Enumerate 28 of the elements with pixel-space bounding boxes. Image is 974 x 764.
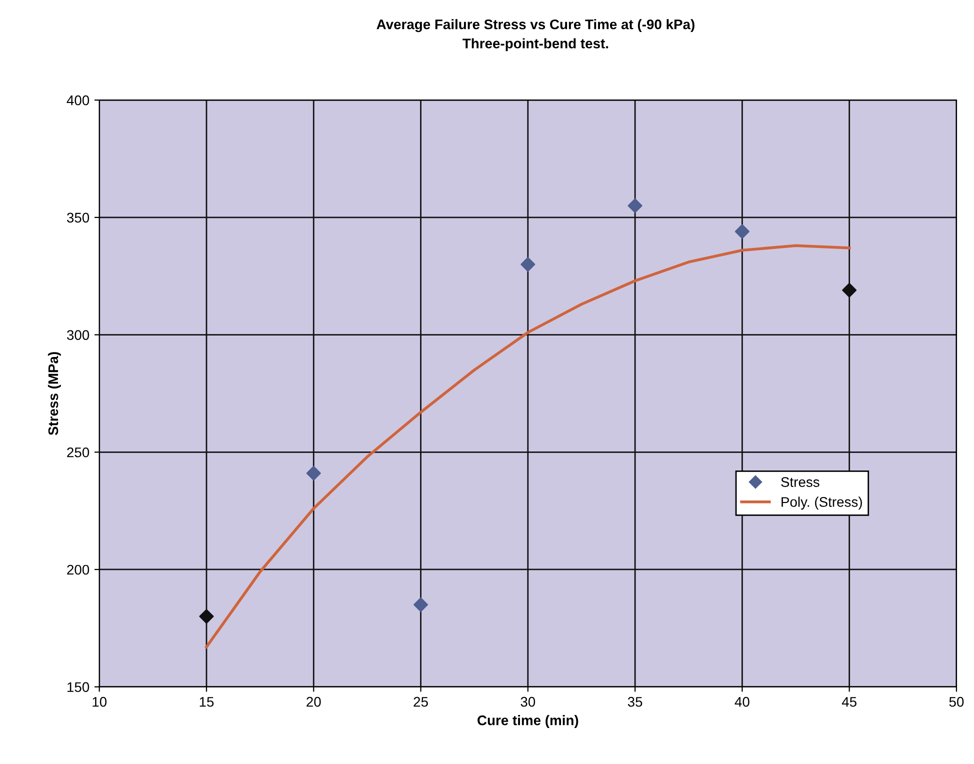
x-tick-label: 10 [92, 696, 107, 707]
chart-title: Average Failure Stress vs Cure Time at (-90 kPa) [376, 19, 694, 32]
x-tick-label: 30 [520, 696, 536, 707]
x-tick-label: 50 [949, 696, 964, 707]
x-tick-label: 25 [414, 696, 428, 707]
x-tick-label: 15 [200, 697, 214, 707]
x-tick-label: 20 [306, 696, 321, 707]
y-tick-label: 300 [66, 330, 90, 340]
x-axis-title: Cure time (min) [478, 715, 578, 728]
x-tick-label: 45 [842, 697, 856, 707]
point [520, 257, 536, 272]
y-tick-label: 350 [66, 212, 90, 223]
point [306, 466, 321, 481]
legend-label: Stress [781, 477, 820, 487]
point [413, 597, 428, 612]
x-tick-label: 40 [734, 696, 750, 707]
point [842, 282, 857, 298]
x-tick-label: 35 [628, 696, 642, 707]
point [199, 609, 214, 624]
legend-label: Poly. (Stress) [782, 496, 862, 510]
y-tick-label: 200 [67, 564, 90, 575]
point [734, 224, 750, 239]
chart-subtitle: Three-point-bend test. [462, 38, 608, 52]
y-tick-label: 250 [67, 447, 90, 458]
y-axis-title: Stress (MPa) [48, 352, 61, 436]
point [628, 198, 642, 213]
y-tick-label: 400 [66, 95, 90, 106]
y-tick-label: 150 [68, 682, 90, 692]
